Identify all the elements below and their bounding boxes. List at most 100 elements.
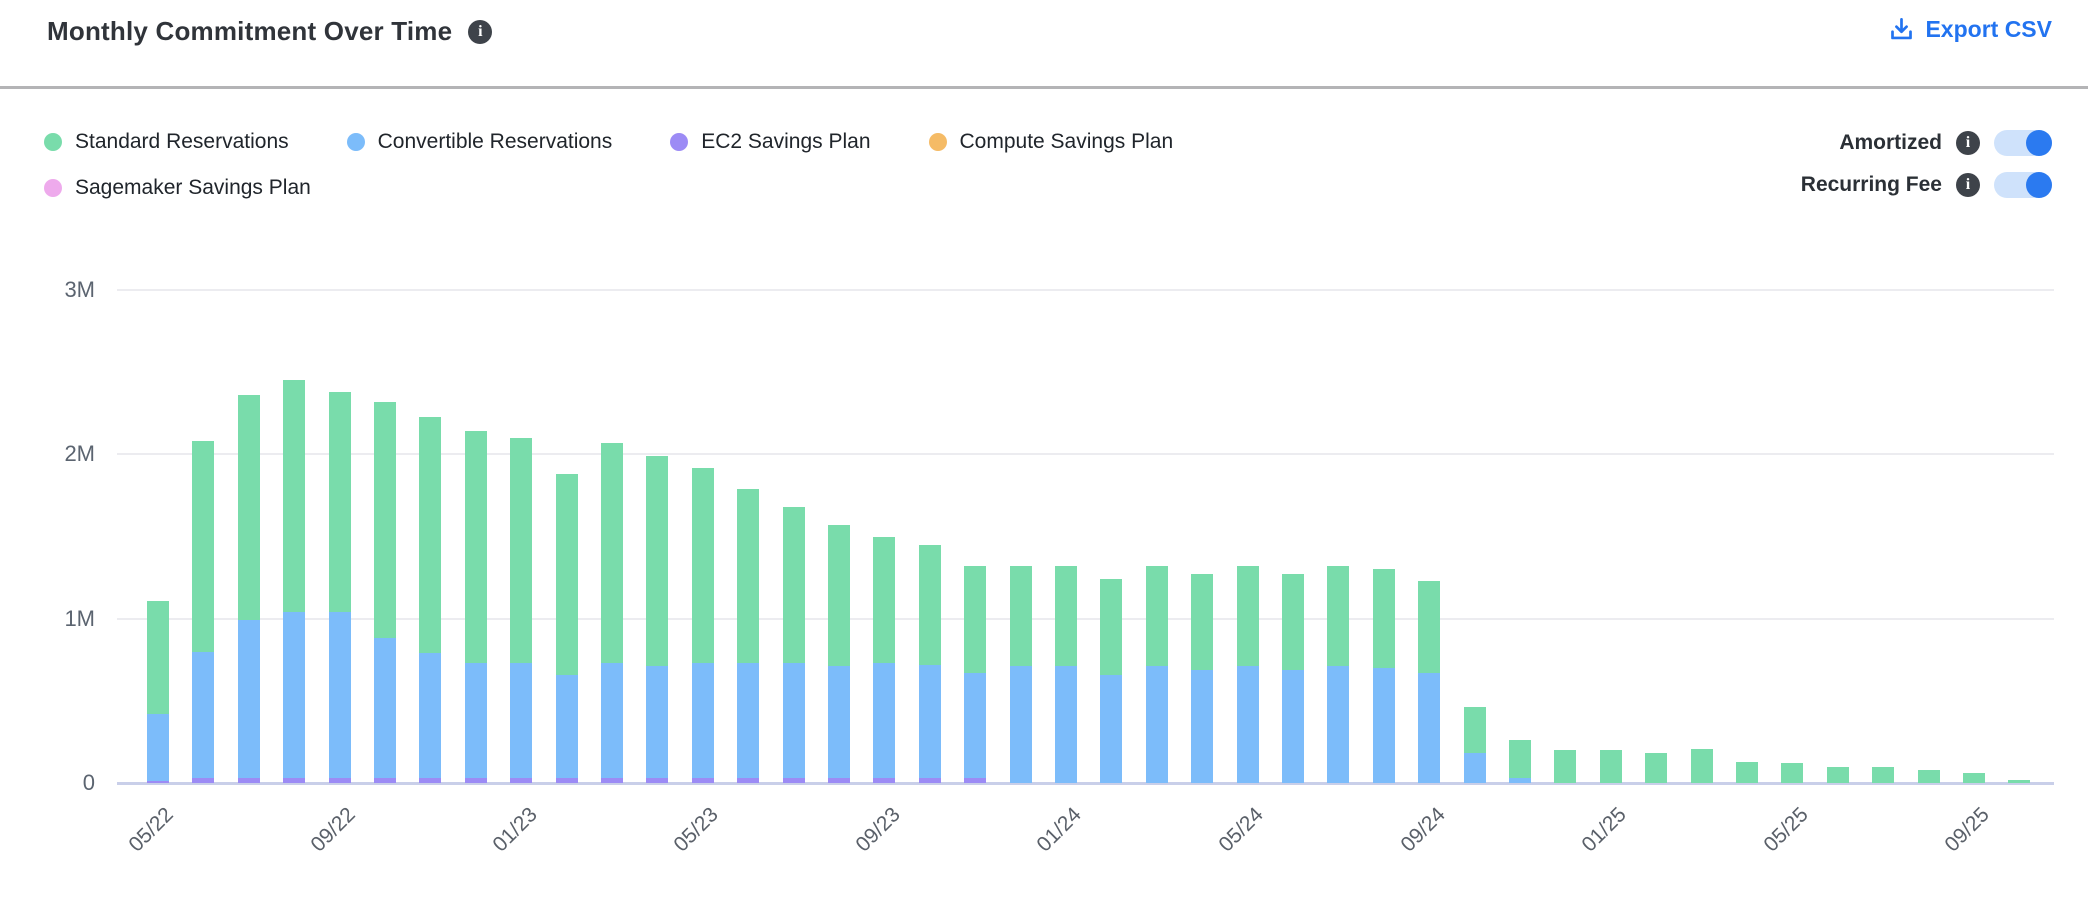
bar-04/24[interactable]: [1191, 574, 1214, 783]
gridline-1M: [117, 617, 2054, 620]
bar-08/25[interactable]: [1917, 769, 1940, 783]
bar-09/25[interactable]: [1963, 773, 1985, 783]
bar-04/25[interactable]: [1736, 761, 1758, 783]
plot-area: 05/22 09/22 01/23 05/23 09/23 01/24 05/24 09/24…: [117, 289, 2054, 856]
bar-segment-ec2-savings-plan: [464, 778, 487, 783]
bar-12/24[interactable]: [1554, 750, 1577, 783]
bar-04/23[interactable]: [646, 456, 669, 783]
bar-03/24[interactable]: [1145, 566, 1168, 783]
recurring-fee-info-icon[interactable]: i: [1956, 173, 1980, 197]
x-tick-label-05/22: 05/22: [124, 803, 179, 857]
bar-segment-ec2-savings-plan: [374, 778, 396, 783]
bar-06/24[interactable]: [1282, 574, 1304, 783]
bar-10/25[interactable]: [2008, 779, 2031, 783]
amortized-toggle[interactable]: [1994, 130, 2052, 156]
legend-item-ec2-savings-plan[interactable]: EC2 Savings Plan: [670, 130, 871, 154]
bar-02/25[interactable]: [1645, 753, 1668, 783]
legend-label: Standard Reservations: [75, 130, 289, 153]
bar-12/22[interactable]: [464, 431, 487, 783]
x-tick-label-09/22: 09/22: [306, 803, 360, 857]
bar-05/24[interactable]: [1236, 566, 1259, 783]
bar-segment-standard-reservations: [1327, 566, 1350, 667]
bar-05/23[interactable]: [691, 467, 714, 783]
bar-11/23[interactable]: [964, 566, 987, 783]
toggle-panel: Amortized i Recurring Fee i: [1801, 130, 2052, 198]
bar-segment-standard-reservations: [1100, 579, 1123, 675]
bar-segment-convertible-reservations: [646, 666, 669, 779]
bar-segment-convertible-reservations: [601, 663, 623, 779]
bar-06/25[interactable]: [1826, 766, 1849, 783]
bar-10/23[interactable]: [918, 544, 941, 783]
recurring-fee-toggle[interactable]: [1994, 172, 2052, 198]
bar-09/23[interactable]: [873, 536, 896, 783]
download-icon: [1888, 16, 1915, 43]
bar-01/25[interactable]: [1599, 750, 1622, 783]
bar-segment-convertible-reservations: [419, 653, 442, 779]
x-tick-label-01/24: 01/24: [1032, 803, 1087, 857]
bar-02/24[interactable]: [1100, 579, 1123, 783]
bar-segment-standard-reservations: [737, 488, 760, 664]
bar-segment-ec2-savings-plan: [918, 778, 941, 783]
legend-item-compute-savings-plan[interactable]: Compute Savings Plan: [928, 130, 1173, 154]
bar-segment-convertible-reservations: [1100, 674, 1123, 783]
bar-05/22[interactable]: [147, 600, 169, 783]
bar-segment-convertible-reservations: [283, 612, 306, 779]
bar-05/25[interactable]: [1781, 763, 1804, 783]
bar-03/25[interactable]: [1690, 748, 1713, 783]
bar-01/24[interactable]: [1055, 566, 1077, 783]
bar-segment-standard-reservations: [1690, 748, 1713, 783]
export-csv-button[interactable]: Export CSV: [1888, 16, 2052, 43]
bar-segment-standard-reservations: [1372, 569, 1395, 668]
bar-01/23[interactable]: [510, 437, 533, 783]
bar-segment-convertible-reservations: [1327, 666, 1350, 783]
bar-11/24[interactable]: [1509, 740, 1531, 783]
bar-segment-ec2-savings-plan: [737, 778, 760, 783]
bar-10/24[interactable]: [1463, 707, 1486, 783]
bar-segment-convertible-reservations: [1236, 666, 1259, 783]
bar-07/24[interactable]: [1327, 566, 1350, 783]
bar-08/22[interactable]: [283, 380, 306, 783]
bar-segment-standard-reservations: [1418, 580, 1441, 673]
bar-segment-standard-reservations: [1781, 763, 1804, 783]
page-title: Monthly Commitment Over Time: [47, 16, 453, 46]
bar-09/24[interactable]: [1418, 580, 1441, 783]
bar-02/23[interactable]: [555, 474, 578, 783]
bar-07/22[interactable]: [237, 395, 260, 783]
toggle-row-recurring-fee: Recurring Fee i: [1801, 172, 2052, 198]
bar-segment-ec2-savings-plan: [691, 778, 714, 783]
bar-segment-convertible-reservations: [737, 663, 760, 779]
bar-08/24[interactable]: [1372, 569, 1395, 783]
export-csv-label: Export CSV: [1925, 16, 2052, 42]
legend-item-standard-reservations[interactable]: Standard Reservations: [44, 130, 289, 154]
amortized-info-icon[interactable]: i: [1956, 131, 1980, 155]
bar-segment-standard-reservations: [1736, 761, 1758, 783]
bar-segment-convertible-reservations: [1372, 667, 1395, 783]
bar-12/23[interactable]: [1009, 566, 1032, 783]
bar-segment-standard-reservations: [1645, 753, 1668, 783]
bar-11/22[interactable]: [419, 416, 442, 783]
bar-09/22[interactable]: [328, 391, 351, 783]
bar-segment-standard-reservations: [1145, 566, 1168, 667]
bar-03/23[interactable]: [601, 442, 623, 783]
bar-07/23[interactable]: [782, 506, 805, 783]
bar-10/22[interactable]: [374, 401, 396, 783]
legend-dot-icon: [346, 133, 365, 151]
bar-segment-standard-reservations: [918, 544, 941, 665]
bar-segment-standard-reservations: [964, 566, 987, 673]
title-info-icon[interactable]: i: [468, 19, 493, 44]
header-divider: [0, 86, 2088, 89]
x-tick-label-05/23: 05/23: [669, 803, 724, 857]
x-tick-label-09/24: 09/24: [1396, 803, 1450, 857]
bar-segment-standard-reservations: [601, 442, 623, 664]
bar-segment-standard-reservations: [1826, 766, 1849, 783]
bar-06/23[interactable]: [737, 488, 760, 783]
x-tick-label-09/25: 09/25: [1940, 803, 1995, 857]
bar-08/23[interactable]: [828, 525, 850, 783]
bar-06/22[interactable]: [192, 441, 215, 783]
x-tick-label-01/25: 01/25: [1577, 803, 1632, 857]
bar-07/25[interactable]: [1872, 766, 1895, 783]
legend-item-convertible-reservations[interactable]: Convertible Reservations: [346, 130, 612, 154]
legend-item-sagemaker-savings-plan[interactable]: Sagemaker Savings Plan: [44, 176, 311, 200]
bar-segment-standard-reservations: [328, 391, 351, 613]
